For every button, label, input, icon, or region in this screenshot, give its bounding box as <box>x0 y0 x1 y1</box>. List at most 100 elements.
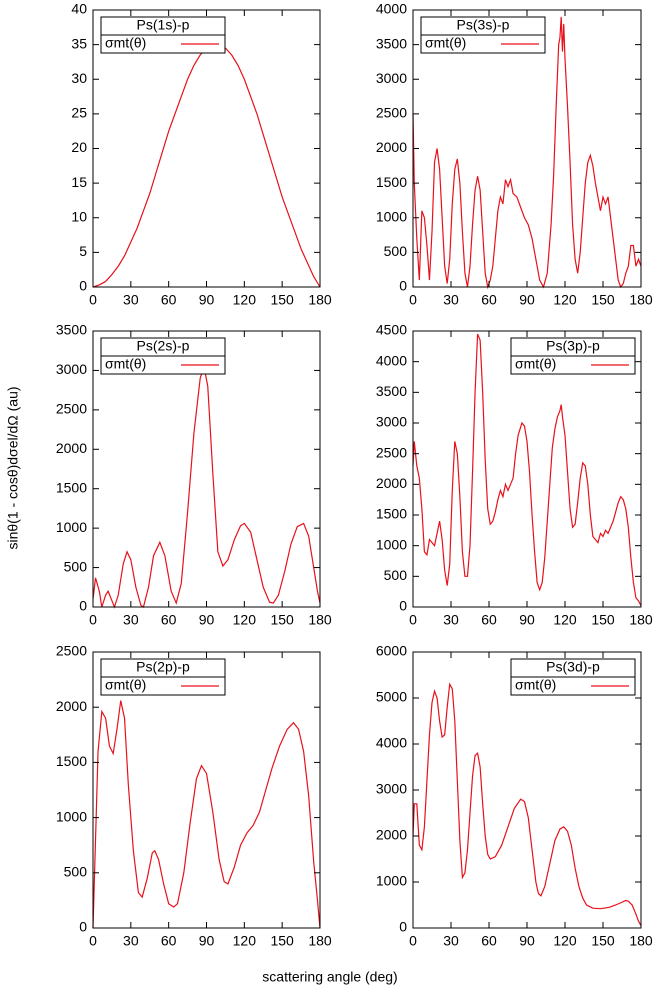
x-tick-label: 60 <box>161 612 177 628</box>
y-tick-label: 15 <box>71 174 87 190</box>
legend-label: σmt(θ) <box>515 677 556 693</box>
y-tick-label: 0 <box>399 278 407 294</box>
legend-label: σmt(θ) <box>425 35 466 51</box>
y-tick-label: 500 <box>384 243 408 259</box>
legend-label: σmt(θ) <box>515 356 556 372</box>
x-tick-label: 30 <box>443 292 459 308</box>
y-tick-label: 0 <box>79 278 87 294</box>
x-tick-label: 180 <box>308 292 332 308</box>
y-tick-label: 2500 <box>56 643 87 659</box>
y-tick-label: 3500 <box>376 383 407 399</box>
y-tick-label: 1000 <box>376 208 407 224</box>
y-tick-label: 500 <box>64 864 88 880</box>
y-tick-label: 2500 <box>376 444 407 460</box>
x-tick-label: 120 <box>553 292 577 308</box>
y-tick-label: 4500 <box>376 322 407 338</box>
legend-title: Ps(3d)-p <box>546 659 600 675</box>
x-tick-label: 0 <box>89 292 97 308</box>
y-tick-label: 35 <box>71 35 87 51</box>
x-tick-label: 120 <box>233 292 257 308</box>
x-tick-label: 0 <box>409 933 417 949</box>
x-tick-label: 90 <box>519 933 535 949</box>
x-tick-label: 60 <box>161 933 177 949</box>
y-tick-label: 4000 <box>376 735 407 751</box>
x-tick-label: 60 <box>161 292 177 308</box>
y-tick-label: 4000 <box>376 1 407 17</box>
y-tick-label: 0 <box>399 598 407 614</box>
x-tick-label: 120 <box>233 612 257 628</box>
x-tick-label: 90 <box>199 612 215 628</box>
x-tick-label: 90 <box>199 933 215 949</box>
y-tick-label: 1000 <box>56 808 87 824</box>
x-tick-label: 30 <box>123 933 139 949</box>
data-line <box>412 682 642 926</box>
x-tick-label: 30 <box>443 933 459 949</box>
x-tick-label: 150 <box>591 933 615 949</box>
x-tick-label: 180 <box>308 933 332 949</box>
y-tick-label: 3500 <box>376 35 407 51</box>
y-tick-label: 2000 <box>56 698 87 714</box>
y-tick-label: 3500 <box>56 322 87 338</box>
y-tick-label: 5000 <box>376 689 407 705</box>
y-axis-label: sinθ(1 - cosθ)dσel/dΩ (au) <box>5 386 21 549</box>
x-tick-label: 180 <box>308 612 332 628</box>
y-tick-label: 2000 <box>376 139 407 155</box>
x-tick-label: 0 <box>409 612 417 628</box>
data-line <box>412 16 642 290</box>
x-tick-label: 180 <box>629 933 653 949</box>
x-tick-label: 90 <box>519 612 535 628</box>
y-tick-label: 2000 <box>56 440 87 456</box>
data-line <box>92 366 321 609</box>
x-tick-label: 30 <box>123 612 139 628</box>
legend-title: Ps(1s)-p <box>137 17 190 33</box>
y-tick-label: 1500 <box>376 174 407 190</box>
y-tick-label: 500 <box>384 567 408 583</box>
y-tick-label: 25 <box>71 105 87 121</box>
y-tick-label: 4000 <box>376 352 407 368</box>
y-tick-label: 30 <box>71 70 87 86</box>
x-tick-label: 120 <box>553 612 577 628</box>
y-tick-label: 6000 <box>376 643 407 659</box>
x-tick-label: 0 <box>89 933 97 949</box>
y-tick-label: 1500 <box>376 506 407 522</box>
legend-title: Ps(2p)-p <box>136 659 190 675</box>
x-axis-label: scattering angle (deg) <box>262 969 397 985</box>
legend-title: Ps(2s)-p <box>137 338 190 354</box>
x-tick-label: 30 <box>123 292 139 308</box>
y-tick-label: 1000 <box>376 873 407 889</box>
y-tick-label: 2500 <box>56 401 87 417</box>
y-tick-label: 0 <box>79 919 87 935</box>
x-tick-label: 60 <box>481 612 497 628</box>
y-tick-label: 2500 <box>376 105 407 121</box>
x-tick-label: 150 <box>270 292 294 308</box>
y-tick-label: 1000 <box>56 519 87 535</box>
x-tick-label: 30 <box>443 612 459 628</box>
y-tick-label: 2000 <box>376 827 407 843</box>
y-tick-label: 3000 <box>56 361 87 377</box>
y-tick-label: 3000 <box>376 781 407 797</box>
x-tick-label: 120 <box>233 933 257 949</box>
y-tick-label: 1500 <box>56 479 87 495</box>
data-line <box>92 700 321 929</box>
y-tick-label: 40 <box>71 1 87 17</box>
y-tick-label: 0 <box>79 598 87 614</box>
x-tick-label: 150 <box>270 933 294 949</box>
y-tick-label: 1000 <box>376 536 407 552</box>
y-tick-label: 20 <box>71 139 87 155</box>
x-tick-label: 0 <box>89 612 97 628</box>
x-tick-label: 90 <box>199 292 215 308</box>
x-tick-label: 180 <box>629 612 653 628</box>
y-tick-label: 3000 <box>376 414 407 430</box>
data-line <box>412 333 642 607</box>
x-tick-label: 180 <box>629 292 653 308</box>
legend-title: Ps(3s)-p <box>457 17 510 33</box>
x-tick-label: 60 <box>481 933 497 949</box>
x-tick-label: 150 <box>591 612 615 628</box>
x-tick-label: 150 <box>591 292 615 308</box>
x-tick-label: 120 <box>553 933 577 949</box>
legend-label: σmt(θ) <box>105 677 146 693</box>
y-tick-label: 10 <box>71 208 87 224</box>
y-tick-label: 500 <box>64 558 88 574</box>
legend-label: σmt(θ) <box>105 35 146 51</box>
